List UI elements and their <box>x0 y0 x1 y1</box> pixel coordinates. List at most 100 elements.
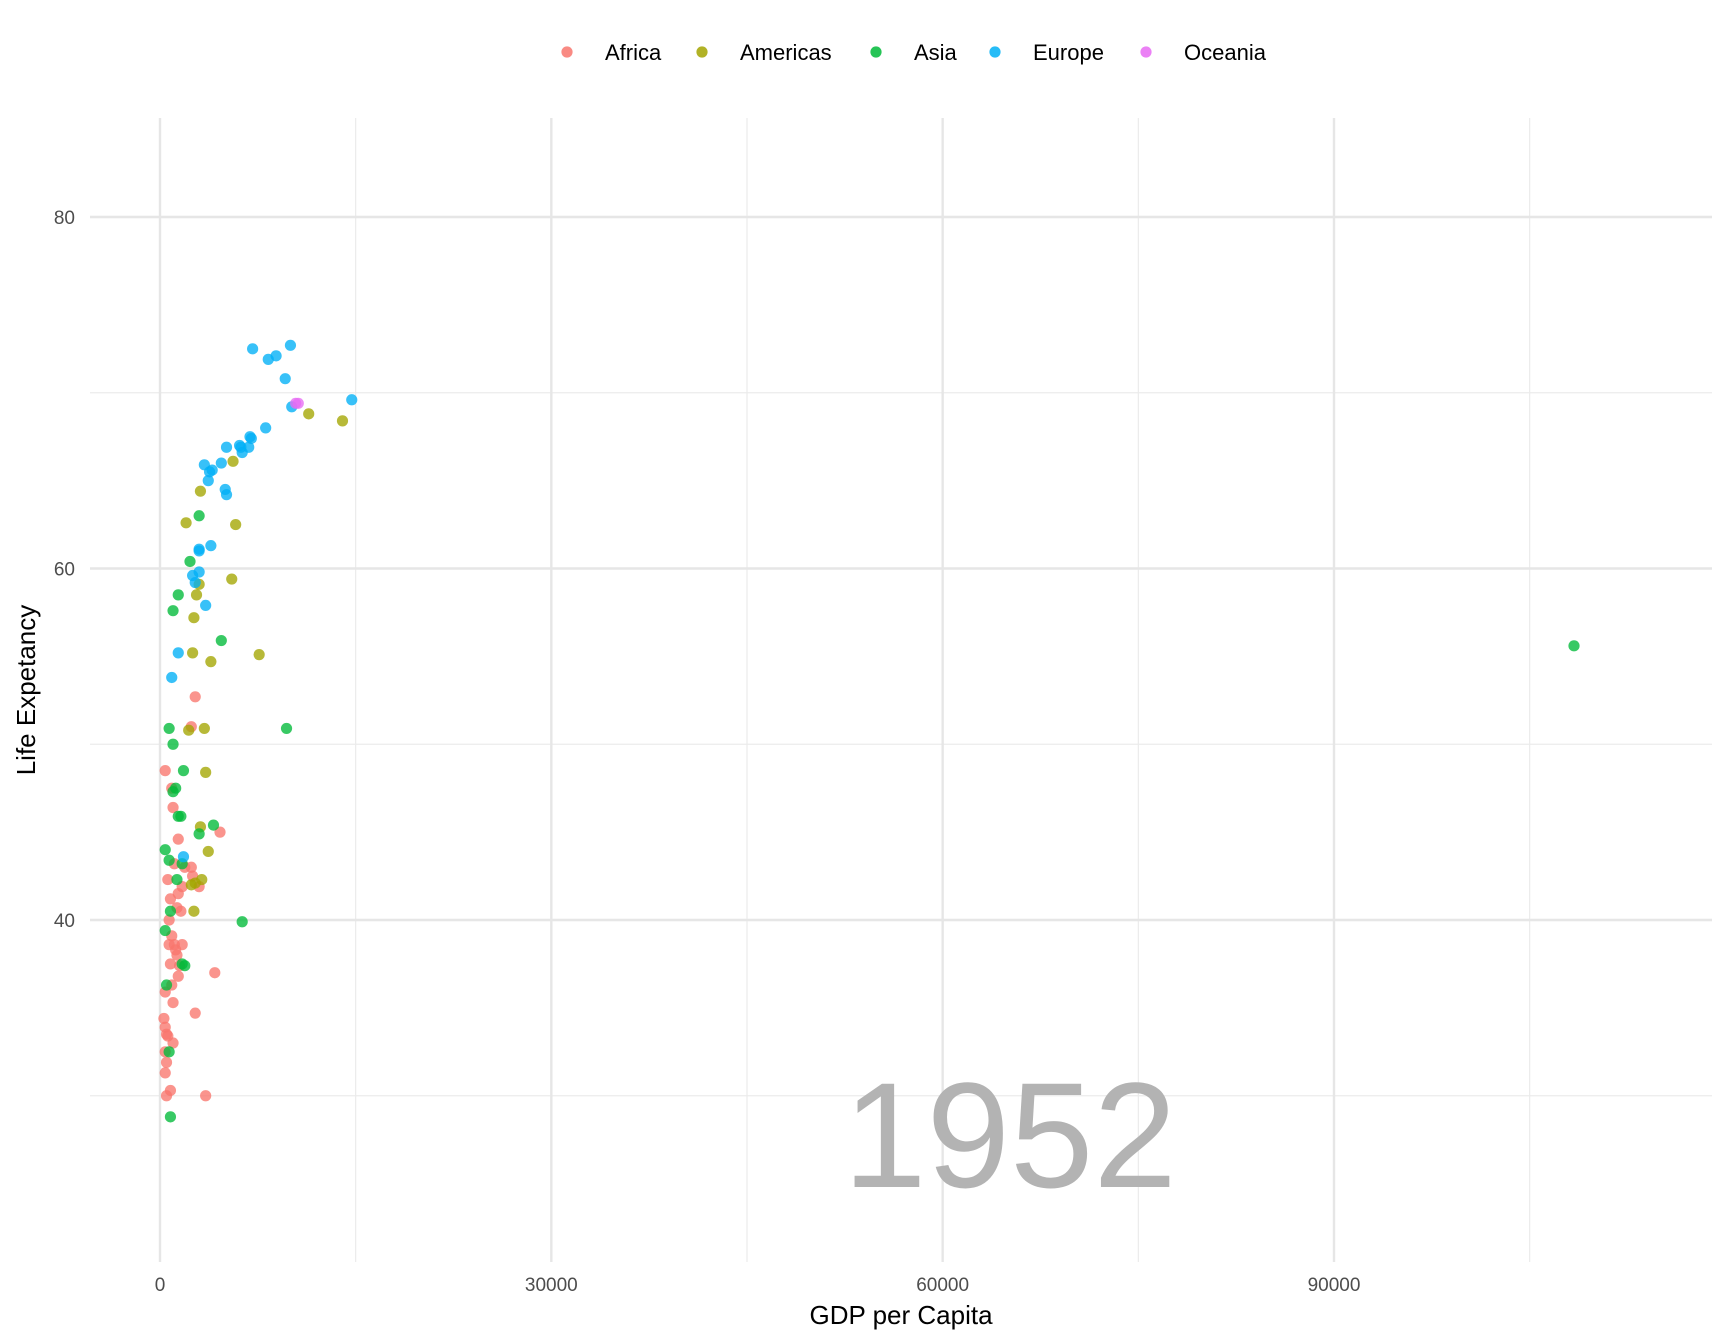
x-tick-label: 0 <box>155 1275 166 1296</box>
data-point <box>167 997 179 1009</box>
legend-key <box>561 46 573 58</box>
data-point <box>158 1012 170 1025</box>
data-point <box>1568 640 1580 652</box>
x-tick-label: 30000 <box>525 1275 578 1296</box>
data-point <box>215 457 227 469</box>
data-point <box>189 691 201 703</box>
data-point <box>180 517 192 529</box>
y-tick-label: 40 <box>54 911 75 932</box>
data-point <box>172 970 184 982</box>
data-point <box>215 634 227 647</box>
data-point <box>171 949 183 961</box>
data-point <box>163 854 175 866</box>
data-point <box>163 914 175 926</box>
data-point <box>171 873 183 886</box>
data-point <box>167 801 179 814</box>
legend-label: Asia <box>914 40 958 65</box>
data-point <box>159 765 171 777</box>
data-point <box>164 1111 177 1123</box>
data-point <box>227 455 239 467</box>
data-point <box>177 851 190 863</box>
data-point <box>193 545 205 557</box>
data-point <box>220 441 233 453</box>
data-point <box>166 671 178 684</box>
data-point <box>247 343 259 355</box>
legend: Africa Americas Asia Europe Oceania <box>561 40 1267 65</box>
data-point <box>160 979 173 991</box>
legend-label: Oceania <box>1184 40 1267 65</box>
data-point <box>172 647 184 659</box>
legend-key <box>1140 46 1152 58</box>
legend-key <box>989 46 1001 58</box>
data-point <box>236 446 248 459</box>
data-point <box>245 432 257 445</box>
y-tick-label: 60 <box>54 560 75 581</box>
data-point <box>198 722 210 735</box>
data-point <box>164 893 177 905</box>
data-point <box>185 879 197 891</box>
data-point <box>160 1056 173 1068</box>
data-point <box>183 724 195 736</box>
data-point <box>167 605 179 617</box>
data-point <box>193 510 205 522</box>
x-axis-ticks: 0 30000 60000 90000 <box>155 1275 1361 1296</box>
x-tick-label: 60000 <box>916 1275 969 1296</box>
data-point <box>193 566 205 578</box>
data-point <box>220 489 233 501</box>
data-point <box>226 573 238 585</box>
data-point <box>200 599 212 612</box>
data-point <box>160 1090 173 1102</box>
data-point <box>205 656 217 668</box>
data-point <box>172 833 184 845</box>
data-point <box>292 397 304 409</box>
data-point <box>202 475 214 487</box>
data-point <box>159 924 171 937</box>
grid <box>90 118 1712 1262</box>
data-point <box>177 765 190 777</box>
x-axis-title: GDP per Capita <box>809 1300 993 1330</box>
data-point <box>279 373 291 385</box>
data-point <box>179 960 191 972</box>
data-point <box>203 466 216 478</box>
data-point <box>167 1037 179 1049</box>
data-point <box>159 1067 171 1079</box>
data-point <box>280 722 293 735</box>
data-point <box>346 394 358 406</box>
data-point <box>188 612 200 624</box>
data-point <box>189 576 201 589</box>
data-point <box>207 819 220 831</box>
data-point <box>284 339 297 351</box>
data-point <box>193 828 205 840</box>
legend-key <box>696 46 708 58</box>
data-point <box>260 422 272 434</box>
data-point <box>164 905 177 917</box>
data-point <box>230 518 242 531</box>
data-point <box>194 485 207 497</box>
data-point <box>190 589 203 601</box>
data-point <box>163 1046 175 1058</box>
data-point <box>303 408 315 420</box>
x-tick-label: 90000 <box>1308 1275 1361 1296</box>
data-point <box>200 766 212 778</box>
data-point <box>200 1090 212 1102</box>
legend-label: Americas <box>740 40 832 65</box>
data-point <box>163 722 175 735</box>
legend-label: Africa <box>605 40 662 65</box>
data-point <box>175 905 187 917</box>
data-point <box>236 916 248 928</box>
data-point <box>172 589 184 601</box>
data-point <box>188 905 200 917</box>
data-point <box>189 1007 201 1019</box>
y-axis-ticks: 40 60 80 <box>54 208 75 932</box>
data-point <box>202 845 214 858</box>
data-point <box>168 939 180 951</box>
data-point <box>167 738 179 750</box>
data-points <box>158 339 1580 1123</box>
data-point <box>184 555 196 568</box>
legend-label: Europe <box>1033 40 1104 65</box>
data-point <box>209 967 221 979</box>
data-point <box>214 826 226 838</box>
data-point <box>262 353 274 365</box>
data-point <box>162 873 174 886</box>
